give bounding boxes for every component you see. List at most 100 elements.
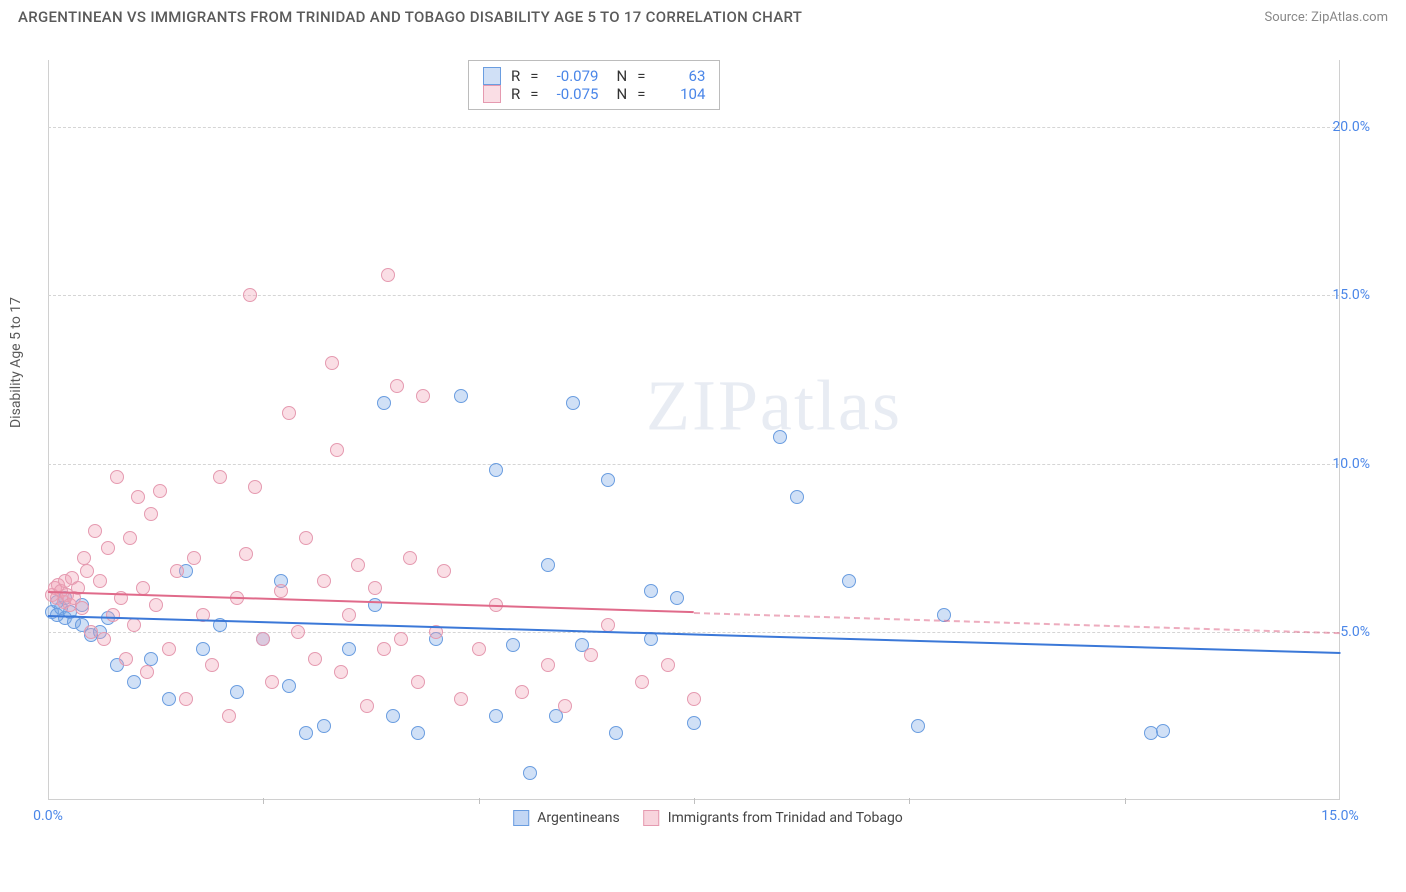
chart-area: ZIPatlas 5.0%10.0%15.0%20.0%0.0%15.0%R=-… <box>48 60 1368 828</box>
scatter-point <box>377 396 391 410</box>
scatter-point <box>377 642 391 656</box>
stat-r-label: R <box>511 67 520 85</box>
scatter-point <box>299 726 313 740</box>
scatter-point <box>1144 726 1158 740</box>
scatter-point <box>239 547 253 561</box>
legend-item: Argentineans <box>513 810 619 826</box>
scatter-point <box>609 726 623 740</box>
scatter-point <box>330 443 344 457</box>
scatter-point <box>342 642 356 656</box>
scatter-point <box>661 658 675 672</box>
scatter-point <box>411 675 425 689</box>
scatter-point <box>179 692 193 706</box>
right-axis-line <box>1339 60 1340 800</box>
scatter-point <box>282 679 296 693</box>
scatter-point <box>88 524 102 538</box>
x-tick-label: 15.0% <box>1321 808 1359 824</box>
scatter-point <box>454 389 468 403</box>
scatter-point <box>93 574 107 588</box>
stat-n-value: 63 <box>655 67 705 85</box>
source-label: Source: ZipAtlas.com <box>1264 10 1388 25</box>
gridline <box>48 127 1340 128</box>
legend-swatch <box>644 810 660 826</box>
scatter-point <box>170 564 184 578</box>
scatter-point <box>282 406 296 420</box>
scatter-point <box>196 642 210 656</box>
scatter-point <box>523 766 537 780</box>
scatter-point <box>299 531 313 545</box>
scatter-point <box>80 564 94 578</box>
scatter-point <box>842 574 856 588</box>
scatter-point <box>144 652 158 666</box>
scatter-point <box>75 601 89 615</box>
scatter-point <box>106 608 120 622</box>
scatter-point <box>127 675 141 689</box>
scatter-point <box>386 709 400 723</box>
equals-sign: = <box>530 85 538 103</box>
x-tick-mark <box>909 798 910 804</box>
x-tick-mark <box>1125 798 1126 804</box>
scatter-point <box>489 463 503 477</box>
scatter-point <box>506 638 520 652</box>
legend-swatch <box>513 810 529 826</box>
scatter-point <box>489 709 503 723</box>
equals-sign: = <box>637 67 645 85</box>
equals-sign: = <box>530 67 538 85</box>
scatter-point <box>97 632 111 646</box>
scatter-point <box>342 608 356 622</box>
scatter-point <box>368 581 382 595</box>
stat-r-label: R <box>511 85 520 103</box>
scatter-point <box>131 490 145 504</box>
scatter-point <box>472 642 486 656</box>
scatter-point <box>110 470 124 484</box>
scatter-point <box>243 288 257 302</box>
scatter-point <box>149 598 163 612</box>
scatter-point <box>123 531 137 545</box>
x-tick-mark <box>479 798 480 804</box>
scatter-point <box>437 564 451 578</box>
y-tick-label: 10.0% <box>1332 456 1370 472</box>
scatter-point <box>394 632 408 646</box>
scatter-point <box>1156 724 1170 738</box>
scatter-point <box>213 470 227 484</box>
legend-item: Immigrants from Trinidad and Tobago <box>644 810 903 826</box>
scatter-point <box>687 692 701 706</box>
scatter-point <box>308 652 322 666</box>
gridline <box>48 295 1340 296</box>
stat-n-label: N <box>616 85 627 103</box>
scatter-point <box>601 473 615 487</box>
bottom-legend: Argentineans Immigrants from Trinidad and… <box>513 810 903 826</box>
scatter-point <box>291 625 305 639</box>
y-axis-line <box>48 60 49 800</box>
header: ARGENTINEAN VS IMMIGRANTS FROM TRINIDAD … <box>0 0 1406 34</box>
legend-swatch <box>483 67 501 85</box>
stat-n-value: 104 <box>655 85 705 103</box>
scatter-point <box>187 551 201 565</box>
chart-title: ARGENTINEAN VS IMMIGRANTS FROM TRINIDAD … <box>18 8 802 26</box>
x-tick-label: 0.0% <box>33 808 63 824</box>
y-axis-label: Disability Age 5 to 17 <box>8 297 24 428</box>
y-tick-label: 20.0% <box>1332 119 1370 135</box>
scatter-point <box>162 692 176 706</box>
scatter-point <box>416 389 430 403</box>
scatter-point <box>334 665 348 679</box>
stats-row: R=-0.075N=104 <box>483 85 705 103</box>
scatter-point <box>248 480 262 494</box>
scatter-point <box>205 658 219 672</box>
scatter-point <box>584 648 598 662</box>
scatter-point <box>222 709 236 723</box>
x-tick-mark <box>694 798 695 804</box>
scatter-point <box>317 574 331 588</box>
scatter-point <box>773 430 787 444</box>
scatter-point <box>541 558 555 572</box>
trend-line-dashed <box>694 612 1340 634</box>
legend-label: Argentineans <box>537 810 619 826</box>
scatter-point <box>541 658 555 672</box>
scatter-point <box>558 699 572 713</box>
scatter-point <box>687 716 701 730</box>
scatter-point <box>265 675 279 689</box>
stats-legend: R=-0.079N=63R=-0.075N=104 <box>468 60 720 110</box>
scatter-point <box>162 642 176 656</box>
scatter-point <box>140 665 154 679</box>
legend-label: Immigrants from Trinidad and Tobago <box>668 810 903 826</box>
